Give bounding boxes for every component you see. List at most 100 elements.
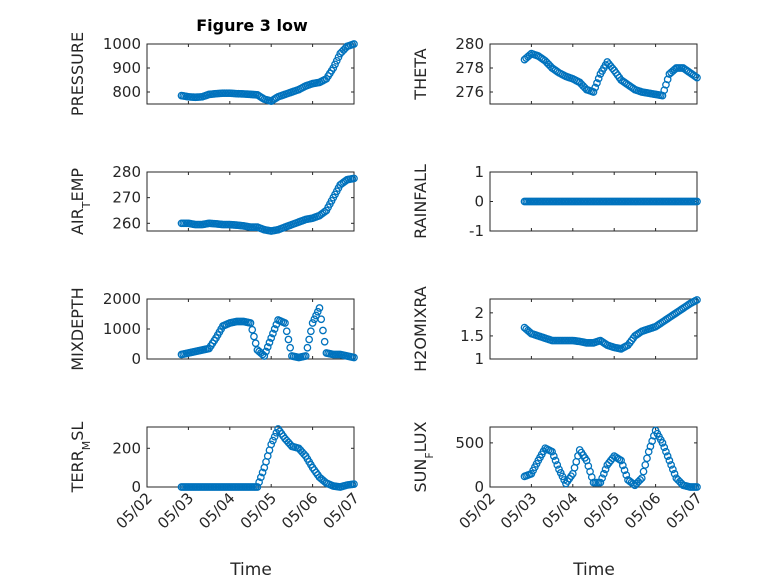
y-tick-label: 280 [112,163,141,181]
data-point-terr_msl [269,436,277,445]
data-point-theta [593,79,601,87]
y-tick-label: 276 [455,83,484,101]
y-tick-label: 500 [455,434,484,452]
data-point-sun_flux [596,478,605,487]
y-axis-label: PRESSURE [68,32,87,116]
y-axis-label: MIXDEPTH [68,287,87,370]
y-axis-label: THETA [411,48,430,100]
data-point-sun_flux [601,465,610,474]
data-point-mixdepth [307,327,315,336]
y-tick-label: 200 [112,439,141,457]
data-point-sun_flux [617,456,625,465]
data-point-sun_flux [618,461,627,470]
data-point-terr_msl [258,468,267,477]
subplot-h2omixra: 1 1.5 2 H2OMIXRA [411,286,701,372]
data-point-sun_flux [693,483,701,491]
data-point-air_temp [350,174,358,183]
data-point-sun_flux [668,465,677,474]
data-point-sun_flux [662,447,670,456]
data-point-mixdepth [250,332,258,341]
data-point-mixdepth [350,353,358,362]
y-tick-label: 1000 [103,320,141,338]
figure-title: Figure 3 low [196,16,308,35]
data-point-sun_flux [548,447,556,456]
data-point-mixdepth [246,319,255,327]
y-tick-label: -1 [469,222,484,240]
data-point-sun_flux [663,452,672,460]
data-point-pressure [329,64,338,72]
y-tick-label: 2 [474,304,484,322]
data-point-mixdepth [301,352,310,360]
data-point-mixdepth [260,352,269,360]
data-point-terr_msl [272,428,281,437]
data-point-mixdepth [319,326,327,335]
data-point-pressure [332,56,341,65]
data-point-sun_flux [622,471,631,479]
data-point-theta [691,72,700,81]
data-point-terr_msl [350,480,358,488]
data-point-mixdepth [312,311,320,320]
y-axis-label: TERRMSL [68,422,93,494]
y-tick-label: 280 [455,35,484,53]
y-axis-label: AIRTEMP [68,168,93,235]
data-point-theta [594,74,603,83]
data-point-mixdepth [308,319,317,327]
data-point-sun_flux [553,461,562,469]
data-point-mixdepth [317,315,326,324]
data-point-mixdepth [267,334,276,342]
data-point-mixdepth [313,307,322,316]
data-point-pressure [350,40,358,48]
y-tick-label: 0 [474,478,484,496]
y-tick-label: 260 [112,214,141,232]
data-point-theta [693,73,701,82]
data-point-sun_flux [549,452,558,460]
data-point-terr_msl [253,483,262,491]
data-point-terr_msl [270,432,279,441]
data-point-mixdepth [269,329,277,338]
y-axis-label: H2OMIXRA [411,286,430,372]
y-tick-label: 0 [131,350,141,368]
data-point-sun_flux [636,476,644,484]
data-point-sun_flux [665,456,674,465]
data-point-sun_flux [667,461,675,469]
data-point-sun_flux [608,454,617,463]
data-point-rainfall [693,197,701,206]
subplot-rainfall: -1 0 1 RAINFALL [411,163,701,240]
data-point-pressure [334,53,343,62]
y-tick-label: 278 [455,59,484,77]
data-point-theta [589,88,598,96]
data-point-sun_flux [599,469,608,478]
data-point-mixdepth [282,327,291,336]
data-point-mixdepth [284,335,293,344]
data-point-h2omixra [693,296,701,304]
y-tick-label: 0 [131,478,141,496]
data-point-sun_flux [598,474,606,483]
y-tick-label: 270 [112,189,141,207]
data-point-sun_flux [670,469,679,478]
y-tick-label: 1 [474,163,484,181]
data-point-mixdepth [270,325,279,333]
data-point-mixdepth [315,304,324,312]
data-point-terr_msl [256,473,265,482]
data-point-sun_flux [620,466,629,475]
y-tick-label: 2000 [103,290,141,308]
y-tick-label: 1000 [103,35,141,53]
y-axis-label: SUNFLUX [411,421,436,492]
subplot-air_temp: 260 270 280 AIRTEMP [68,163,358,235]
data-point-pressure [331,60,339,69]
data-point-sun_flux [658,439,667,447]
subplot-pressure: 800 900 1000 PRESSURE [68,32,358,116]
y-tick-label: 0 [474,193,484,211]
x-axis-label-left: Time [229,560,272,580]
data-point-mixdepth [263,343,272,351]
subplot-theta: 276 278 280 THETA [411,35,701,105]
data-point-mixdepth [320,337,329,346]
data-point-mixdepth [303,343,312,352]
data-point-mixdepth [251,339,260,348]
data-point-sun_flux [660,443,669,452]
y-tick-label: 1 [474,350,484,368]
y-tick-label: 900 [112,59,141,77]
data-point-terr_msl [255,478,263,487]
data-point-mixdepth [248,325,257,334]
